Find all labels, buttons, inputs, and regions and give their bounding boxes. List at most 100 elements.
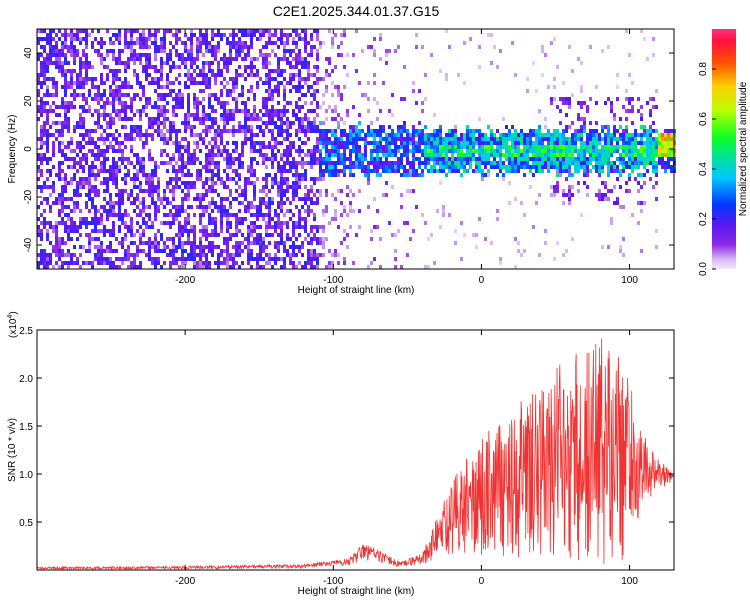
spectrogram-cell: [274, 157, 277, 161]
spectrogram-cell: [256, 117, 259, 121]
spectrogram-cell: [100, 125, 103, 129]
spectrogram-cell: [37, 265, 40, 269]
spectrogram-cell: [64, 81, 67, 85]
spectrogram-cell: [58, 245, 61, 249]
spectrogram-cell: [163, 85, 166, 89]
spectrogram-cell: [355, 161, 358, 165]
spectrogram-cell: [307, 257, 310, 261]
spectrogram-cell: [277, 185, 280, 189]
spectrogram-cell: [334, 153, 337, 157]
spectrogram-cell: [394, 149, 397, 153]
spectrogram-cell: [271, 233, 274, 237]
spectrogram-cell: [46, 149, 49, 153]
spectrogram-cell: [139, 45, 142, 49]
spectrogram-cell: [499, 133, 502, 137]
spectrogram-cell: [226, 57, 229, 61]
spectrogram-cell: [592, 165, 595, 169]
spectrogram-cell: [79, 245, 82, 249]
spectrogram-cell: [49, 221, 52, 225]
spectrogram-cell: [619, 133, 622, 137]
spectrogram-cell: [286, 129, 289, 133]
spectrogram-cell: [232, 77, 235, 81]
spectrogram-cell: [298, 261, 301, 265]
spectrogram-cell: [199, 41, 202, 45]
spectrogram-cell: [94, 85, 97, 89]
spectrogram-cell: [148, 257, 151, 261]
spectrogram-cell: [331, 217, 334, 221]
spectrogram-cell: [625, 97, 628, 101]
spectrogram-cell: [115, 109, 118, 113]
spectrogram-cell: [238, 45, 241, 49]
spectrogram-cell: [538, 109, 541, 113]
spectrogram-cell: [439, 157, 442, 161]
spectrogram-cell: [61, 149, 64, 153]
spectrogram-cell: [70, 41, 73, 45]
spectrogram-cell: [280, 209, 283, 213]
spectrogram-cell: [232, 157, 235, 161]
spectrogram-cell: [670, 157, 673, 161]
spectrogram-cell: [382, 145, 385, 149]
spectrogram-cell: [184, 61, 187, 65]
spectrogram-cell: [313, 225, 316, 229]
spectrogram-cell: [64, 261, 67, 265]
spectrogram-cell: [181, 145, 184, 149]
spectrogram-cell: [232, 213, 235, 217]
spectrogram-cell: [379, 173, 382, 177]
spectrogram-cell: [187, 145, 190, 149]
spectrogram-cell: [172, 89, 175, 93]
spectrogram-cell: [313, 265, 316, 269]
spectrogram-cell: [265, 225, 268, 229]
spectrogram-cell: [142, 65, 145, 69]
snr-series-path: [36, 338, 675, 571]
spectrogram-cell: [319, 77, 322, 81]
spectrogram-cell: [139, 169, 142, 173]
spectrogram-cell: [307, 153, 310, 157]
spectrogram-cell: [217, 97, 220, 101]
spectrogram-cell: [193, 141, 196, 145]
spectrogram-cell: [610, 165, 613, 169]
spectrogram-cell: [298, 197, 301, 201]
spectrogram-cell: [52, 29, 55, 33]
spectrogram-cell: [622, 165, 625, 169]
spectrogram-cell: [625, 153, 628, 157]
spectrogram-cell: [46, 53, 49, 57]
spectrogram-cell: [613, 129, 616, 133]
spectrogram-cell: [52, 133, 55, 137]
spectrogram-cell: [610, 109, 613, 113]
spectrogram-cell: [307, 61, 310, 65]
spectrogram-cell: [667, 141, 670, 145]
spectrogram-cell: [508, 145, 511, 149]
spectrogram-cell: [250, 229, 253, 233]
spectrogram-cell: [244, 197, 247, 201]
spectrogram-cell: [274, 85, 277, 89]
spectrogram-cell: [49, 157, 52, 161]
spectrogram-cell: [154, 205, 157, 209]
spectrogram-cell: [334, 165, 337, 169]
spectrogram-cell: [250, 89, 253, 93]
spectrogram-cell: [379, 265, 382, 269]
spectrogram-cell: [553, 37, 556, 41]
spectrogram-cell: [373, 97, 376, 101]
spectrogram-cell: [49, 57, 52, 61]
spectrogram-cell: [97, 249, 100, 253]
spectrogram-cell: [178, 93, 181, 97]
spectrogram-cell: [232, 133, 235, 137]
spectrogram-cell: [148, 101, 151, 105]
spectrogram-cell: [187, 113, 190, 117]
spectrogram-cell: [163, 189, 166, 193]
spectrogram-cell: [631, 141, 634, 145]
spectrogram-cell: [205, 225, 208, 229]
spectrogram-cell: [418, 89, 421, 93]
spectrogram-cell: [655, 245, 658, 249]
spectrogram-cell: [232, 177, 235, 181]
spectrogram-cell: [664, 133, 667, 137]
spectrogram-cell: [136, 249, 139, 253]
spectrogram-cell: [265, 125, 268, 129]
spectrogram-cell: [85, 177, 88, 181]
spectrogram-cell: [151, 137, 154, 141]
spectrogram-cell: [250, 37, 253, 41]
spectrogram-cell: [571, 133, 574, 137]
spectrogram-cell: [169, 121, 172, 125]
spectrogram-cell: [535, 149, 538, 153]
spectrogram-cell: [67, 237, 70, 241]
